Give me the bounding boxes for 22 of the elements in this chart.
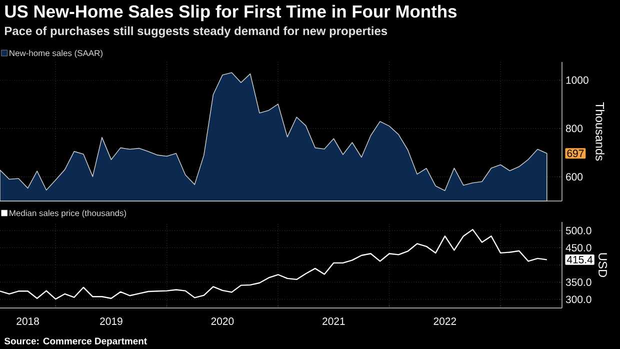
x-tick-label: 2019 — [100, 318, 122, 325]
y-tick-label: 300.0 — [566, 296, 592, 304]
y-tick-label: 350.0 — [566, 278, 592, 286]
y-axis-title: Thousands — [596, 102, 604, 161]
legend-label: New-home sales (SAAR) — [10, 50, 102, 58]
x-tick-label: 2020 — [211, 318, 234, 325]
annotation: 415.4 — [566, 256, 593, 264]
y-axis-title: USD — [598, 253, 608, 278]
y-tick-label: 600 — [566, 173, 583, 181]
source-note: Source: Commerce Department — [4, 338, 147, 346]
chart-subtitle: Pace of purchases still suggests steady demand for new properties — [4, 26, 388, 38]
y-tick-label: 450.0 — [566, 244, 592, 252]
legend-label: Median sales price (thousands) — [10, 210, 126, 218]
x-tick-label: 2018 — [16, 318, 39, 325]
chart-title: US New-Home Sales Slip for First Time in Four Months — [5, 4, 457, 22]
x-tick-label: 2021 — [322, 318, 345, 325]
y-tick-label: 800 — [566, 124, 583, 132]
line-series — [0, 228, 548, 300]
x-tick-label: 2022 — [434, 318, 456, 325]
y-tick-label: 500.0 — [566, 226, 592, 234]
y-tick-label: 1000 — [566, 76, 588, 84]
annotation: 697 — [567, 150, 584, 158]
